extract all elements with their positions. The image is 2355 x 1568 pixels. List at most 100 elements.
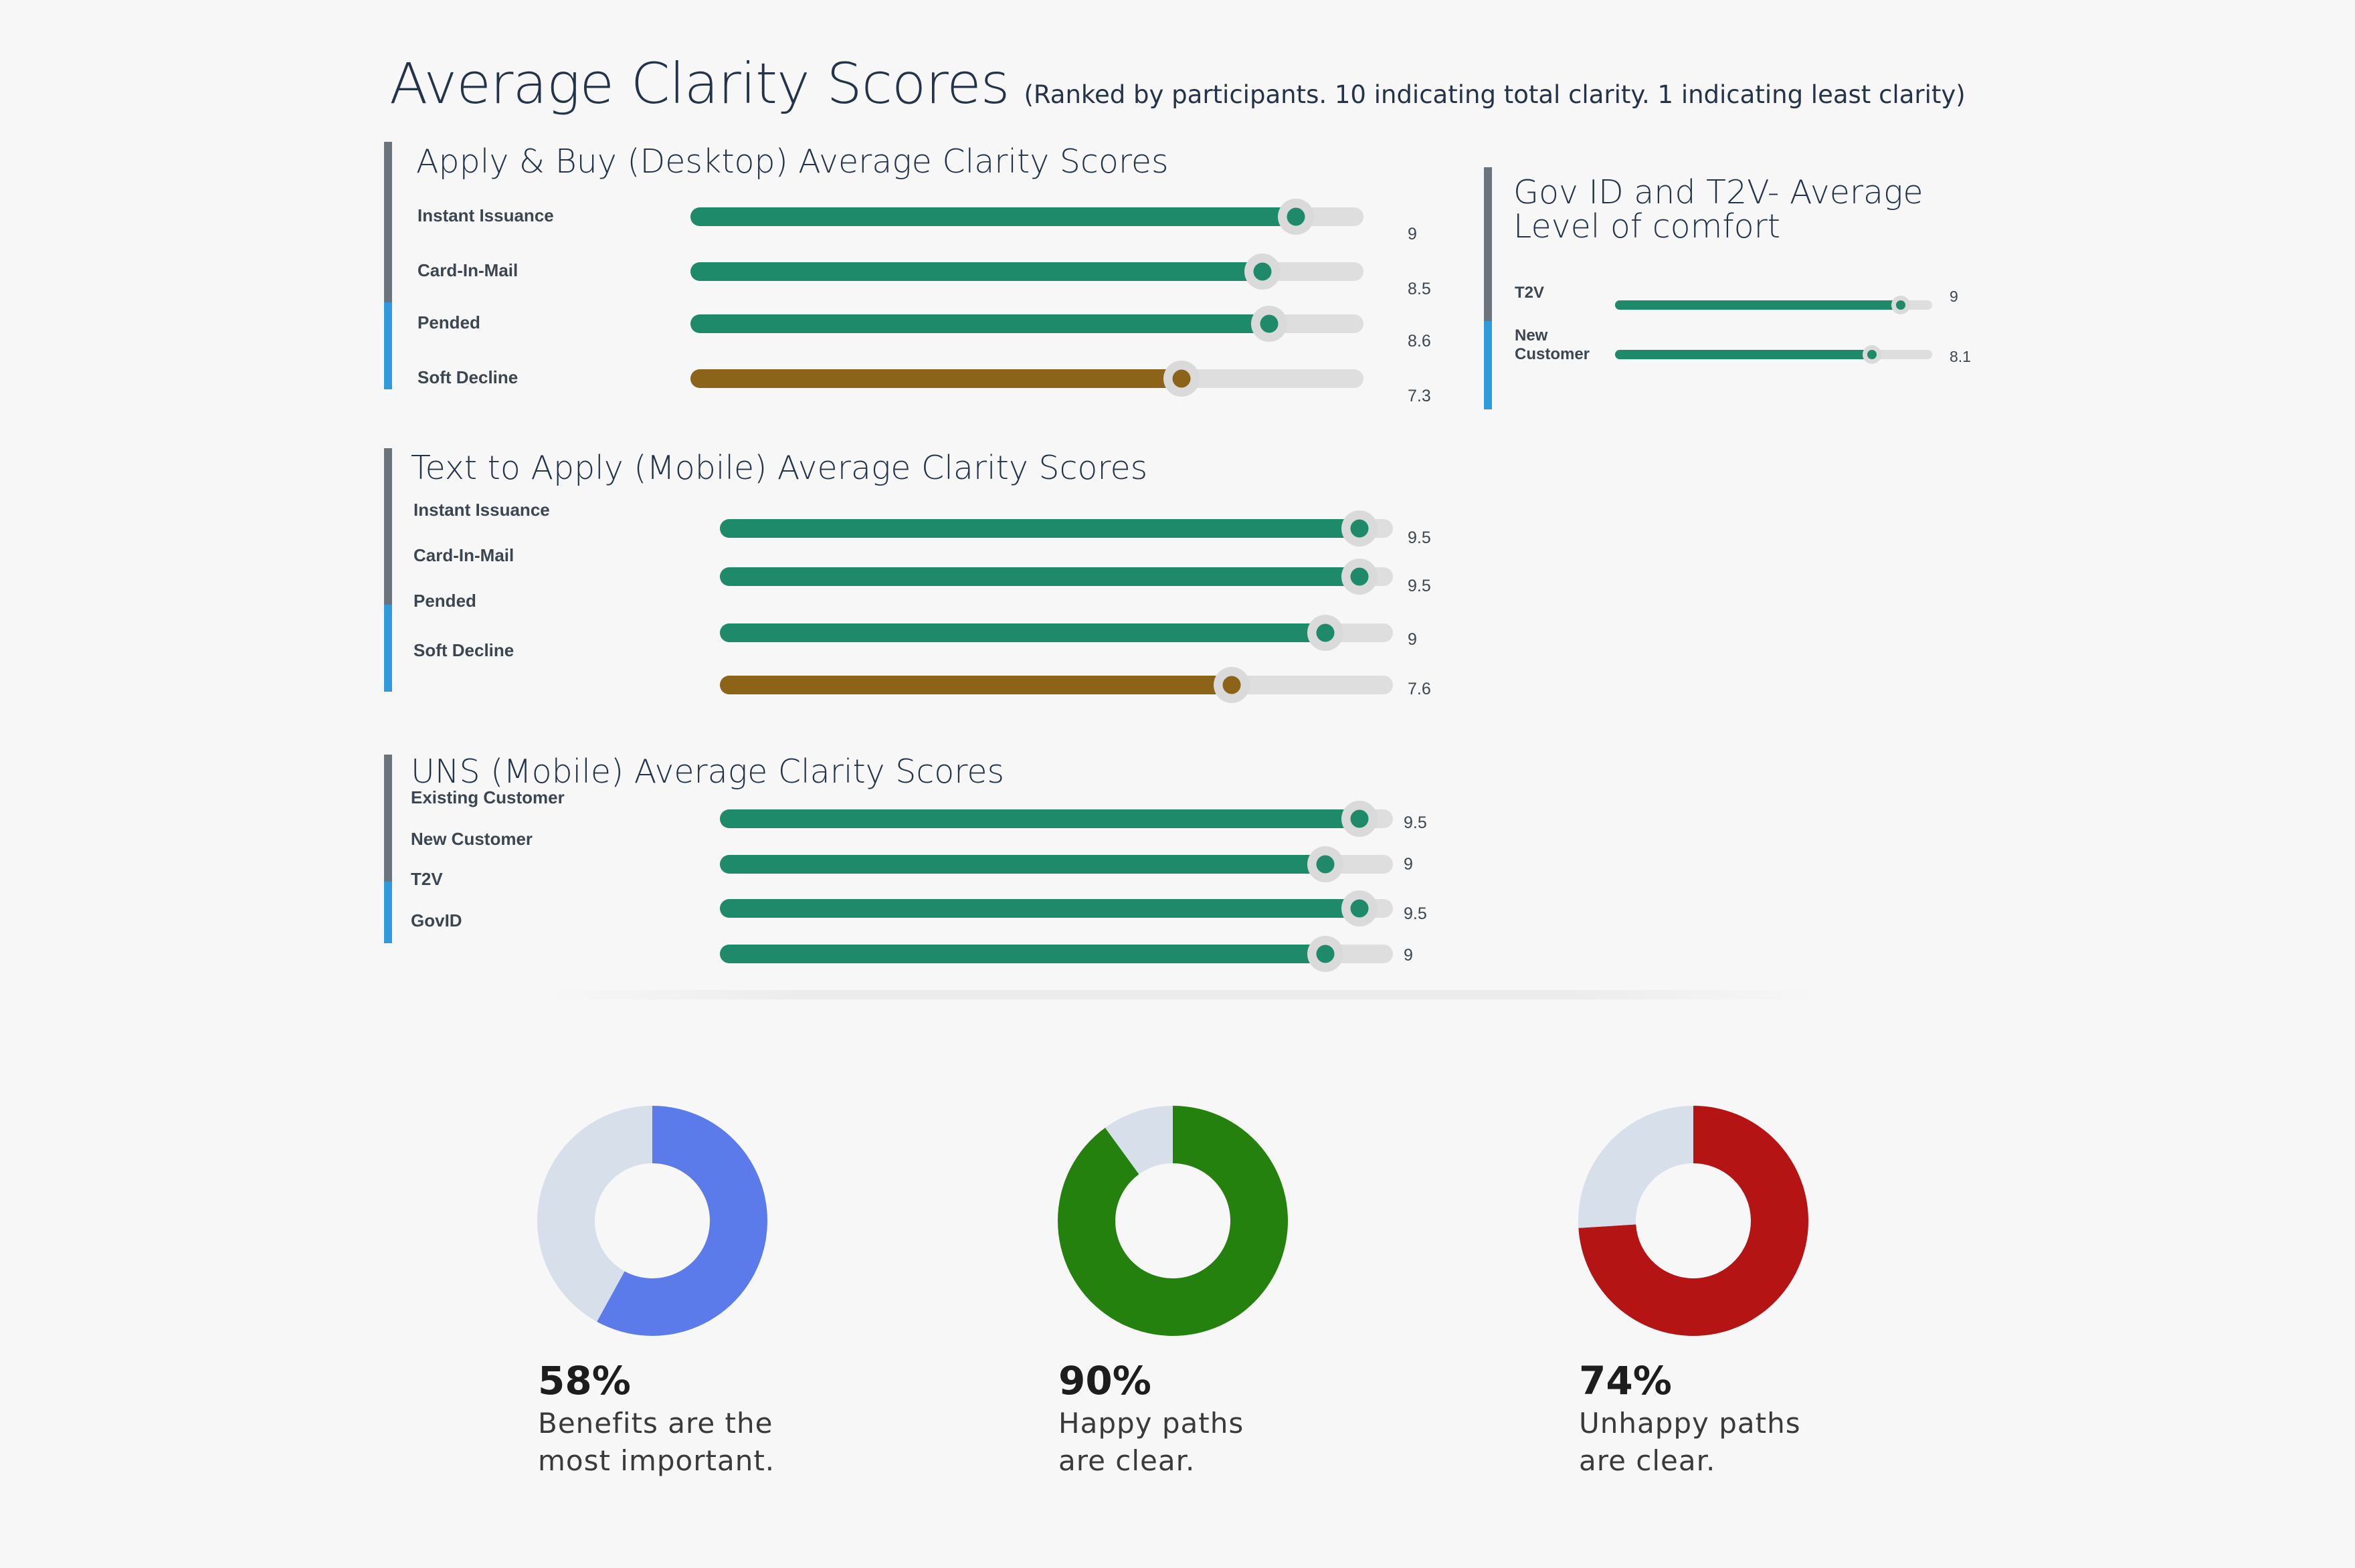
bar-track	[720, 936, 1393, 972]
donut-svg	[1578, 1106, 1808, 1336]
donut-svg	[537, 1106, 767, 1336]
section-accent	[384, 302, 392, 389]
bar-track	[720, 559, 1393, 595]
donut-slice-value	[597, 1106, 767, 1336]
section-title: Gov ID and T2V- Average Level of comfort	[1513, 175, 1982, 244]
page-title-row: Average Clarity Scores (Ranked by partic…	[389, 51, 1966, 116]
bar-value-label: 9	[1408, 225, 1417, 243]
bar-track	[720, 801, 1393, 837]
caption-line: Unhappy paths	[1579, 1407, 1801, 1440]
bar-fill	[690, 262, 1263, 281]
section-title-text: Gov ID and T2V- Average Level of comfort	[1513, 173, 1923, 246]
bar-fill	[720, 899, 1359, 918]
bar-track	[690, 361, 1363, 397]
bar-label: Card-In-Mail	[413, 545, 514, 565]
caption-line: are clear.	[1579, 1444, 1716, 1477]
bar-track	[1615, 296, 1932, 314]
uns-section: UNS (Mobile) Average Clarity Scores Exis…	[384, 755, 1454, 975]
bar-track	[720, 667, 1393, 703]
bar-track	[720, 510, 1393, 547]
section-accent	[384, 882, 392, 943]
bar-label: New Customer	[1515, 326, 1590, 363]
section-accent	[384, 142, 392, 302]
bar-label: Soft Decline	[413, 640, 514, 660]
bar-fill	[720, 855, 1326, 874]
bar-value-label: 7.3	[1408, 387, 1431, 405]
bar-label: Pended	[413, 591, 476, 611]
slider-knob	[1341, 510, 1378, 547]
slider-knob	[1278, 199, 1315, 235]
bar-label: T2V	[411, 869, 443, 889]
section-title: UNS (Mobile) Average Clarity Scores	[411, 753, 1005, 791]
bar-track	[720, 615, 1393, 651]
bar-value-label: 9.5	[1404, 813, 1427, 832]
bar-fill	[690, 369, 1182, 388]
donut-chart-happy-paths: 90% Happy paths are clear.	[1056, 1104, 1390, 1505]
bar-value-label: 9.5	[1408, 528, 1431, 547]
slider-knob	[1891, 296, 1910, 314]
bar-label: T2V	[1515, 284, 1545, 302]
slider-knob	[1307, 936, 1344, 972]
bar-fill	[720, 623, 1326, 642]
section-accent	[384, 448, 392, 605]
donut-slice-value	[1058, 1106, 1288, 1336]
bar-fill	[690, 207, 1297, 226]
bar-value-label: 8.1	[1950, 348, 1971, 365]
text-to-apply-section: Text to Apply (Mobile) Average Clarity S…	[384, 448, 1454, 703]
govid-t2v-section: Gov ID and T2V- Average Level of comfort…	[1484, 167, 2019, 415]
donut-svg	[1058, 1106, 1288, 1336]
bar-fill	[720, 676, 1232, 694]
apply-buy-section: Apply & Buy (Desktop) Average Clarity Sc…	[384, 142, 1454, 405]
bar-value-label: 8.6	[1408, 332, 1431, 351]
slider-knob	[1244, 254, 1281, 290]
donut-slice-remainder	[1578, 1106, 1693, 1228]
slider-knob	[1862, 345, 1881, 364]
bar-label: Instant Issuance	[417, 205, 554, 225]
section-accent	[1484, 321, 1492, 409]
bar-value-label: 9	[1408, 630, 1417, 649]
caption-line: Happy paths	[1058, 1407, 1244, 1440]
bar-value-label: 9	[1404, 946, 1413, 965]
section-accent	[384, 755, 392, 882]
slider-knob	[1213, 667, 1250, 703]
bar-fill	[720, 567, 1359, 586]
caption-line: Benefits are the	[538, 1407, 773, 1440]
bar-fill	[1615, 300, 1901, 310]
bar-fill	[690, 314, 1270, 333]
bar-track	[690, 254, 1363, 290]
bar-fill	[720, 809, 1359, 828]
bar-fill	[720, 519, 1359, 538]
caption-line: most important.	[538, 1444, 775, 1477]
bar-value-label: 8.5	[1408, 280, 1431, 298]
bar-track	[690, 199, 1363, 235]
section-title: Apply & Buy (Desktop) Average Clarity Sc…	[416, 142, 1169, 181]
slider-knob	[1341, 801, 1378, 837]
bar-label: Pended	[417, 312, 480, 332]
section-accent	[384, 605, 392, 692]
bar-value-label: 9	[1950, 288, 1958, 305]
bar-fill	[1615, 350, 1872, 359]
slider-knob	[1307, 615, 1344, 651]
slider-knob	[1307, 846, 1344, 882]
bar-value-label: 7.6	[1408, 680, 1431, 698]
divider	[549, 990, 1820, 999]
section-accent	[1484, 167, 1492, 321]
slider-knob	[1251, 306, 1288, 342]
donut-chart-unhappy-paths: 74% Unhappy paths are clear.	[1576, 1104, 1911, 1505]
bar-fill	[720, 945, 1326, 963]
donut-slice-remainder	[537, 1106, 652, 1322]
page-subtitle: (Ranked by participants. 10 indicating t…	[1024, 80, 1966, 109]
bar-label: New Customer	[411, 829, 533, 849]
bar-track	[690, 306, 1363, 342]
bar-label: Soft Decline	[417, 367, 519, 387]
donut-slice-remainder	[1105, 1106, 1173, 1175]
bar-value-label: 9.5	[1408, 577, 1431, 595]
donut-percent: 90%	[1058, 1358, 1151, 1403]
donut-caption: Happy paths are clear.	[1058, 1405, 1244, 1480]
caption-line: are clear.	[1058, 1444, 1196, 1477]
bar-label: Existing Customer	[411, 787, 565, 807]
bar-value-label: 9	[1404, 855, 1413, 874]
slider-knob	[1341, 559, 1378, 595]
slider-knob	[1163, 361, 1200, 397]
bar-value-label: 9.5	[1404, 904, 1427, 923]
